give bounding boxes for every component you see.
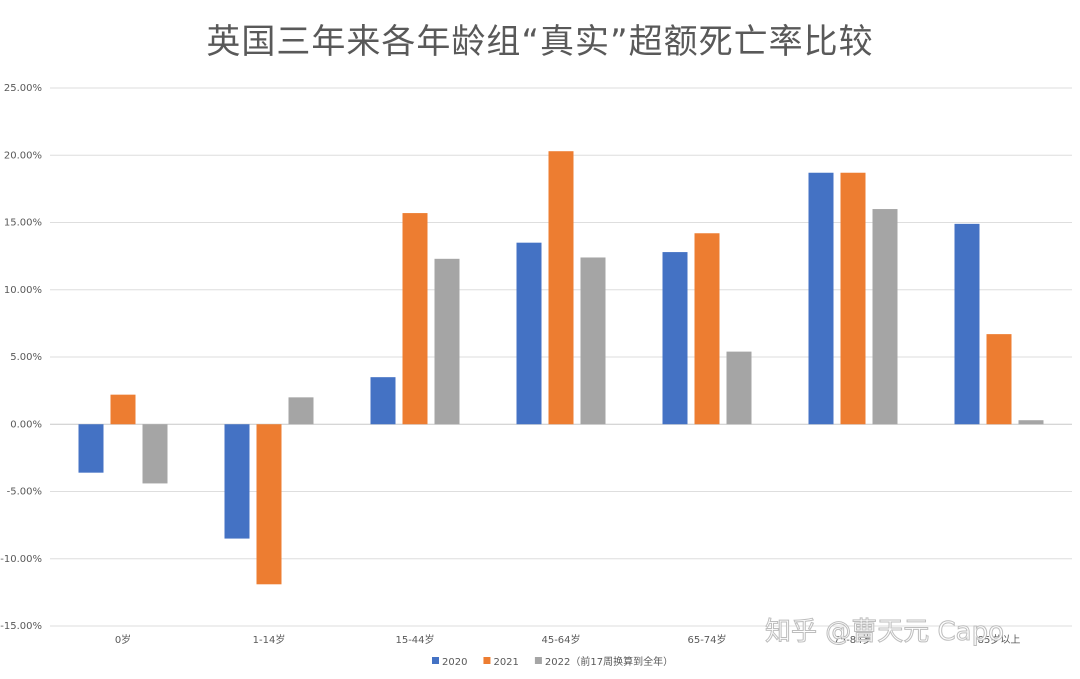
- bar: [288, 397, 314, 425]
- x-category-label: 1-14岁: [253, 633, 286, 646]
- x-category-label: 0岁: [115, 633, 131, 646]
- bar: [840, 172, 866, 425]
- bar: [402, 213, 428, 425]
- bar: [78, 424, 104, 473]
- bar: [662, 252, 688, 425]
- bar: [110, 394, 136, 425]
- bar: [580, 257, 606, 425]
- legend-label: 2020: [442, 657, 467, 668]
- watermark-text: 知乎 @曹天元 Capo: [765, 617, 1004, 647]
- y-tick-label: -15.00%: [0, 621, 42, 632]
- bar: [548, 151, 574, 425]
- legend-swatch: [483, 657, 491, 664]
- y-tick-label: 5.00%: [10, 352, 42, 363]
- x-category-label: 75-84岁: [833, 633, 872, 646]
- bar: [986, 334, 1012, 425]
- y-axis-ticks: -15.00% -10.00% -5.00% 0.00% 5.00% 10.00% 15.0…: [0, 83, 42, 632]
- bar: [872, 209, 898, 425]
- y-tick-label: 25.00%: [4, 83, 42, 94]
- y-tick-label: 20.00%: [4, 150, 42, 161]
- y-tick-label: -5.00%: [7, 487, 42, 498]
- bar: [370, 377, 396, 425]
- bar-layer: [78, 151, 1044, 585]
- x-category-label: 15-44岁: [395, 633, 434, 646]
- legend-label: 2021: [493, 657, 518, 668]
- bar: [954, 223, 980, 425]
- bar: [516, 242, 542, 425]
- bar: [434, 258, 460, 425]
- bar: [808, 172, 834, 425]
- bar: [256, 424, 282, 585]
- x-category-label: 45-64岁: [541, 633, 580, 646]
- x-category-label: 65-74岁: [687, 633, 726, 646]
- y-tick-label: 0.00%: [10, 419, 42, 430]
- bar: [726, 351, 752, 425]
- x-category-label: 85岁以上: [978, 633, 1021, 646]
- legend-label: 2022（前17周换算到全年）: [545, 655, 673, 668]
- y-tick-label: -10.00%: [0, 554, 42, 565]
- bar: [1018, 420, 1044, 425]
- y-tick-label: 15.00%: [4, 218, 42, 229]
- legend-swatch: [534, 657, 542, 664]
- y-tick-label: 10.00%: [4, 285, 42, 296]
- x-axis-categories: 0岁 1-14岁 15-44岁 45-64岁 65-74岁 75-84岁 85岁以上: [115, 633, 1021, 646]
- bar: [224, 424, 250, 539]
- legend: 2020 2021 2022（前17周换算到全年）: [432, 655, 673, 668]
- chart-title: 英国三年来各年龄组“真实”超额死亡率比较: [206, 22, 874, 62]
- bar: [694, 233, 720, 425]
- legend-swatch: [432, 657, 439, 664]
- bar: [142, 424, 168, 484]
